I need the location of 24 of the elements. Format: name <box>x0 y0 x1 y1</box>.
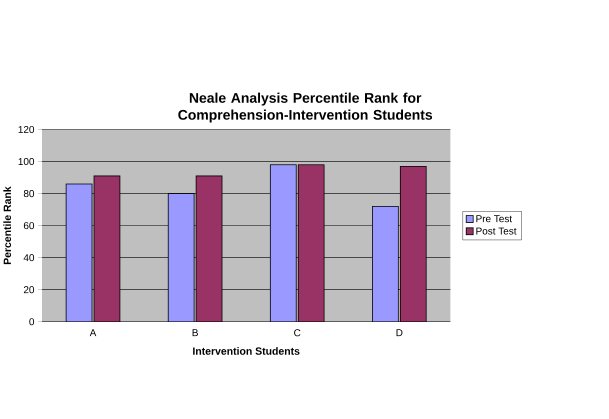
x-axis-title: Intervention Students <box>193 346 300 355</box>
y-tick-label: 0 <box>29 318 34 326</box>
y-tick-label: 60 <box>24 222 34 229</box>
bar <box>66 183 92 322</box>
x-tick-label: B <box>192 329 198 336</box>
bar <box>372 206 399 322</box>
bar <box>168 193 195 322</box>
bar <box>94 175 120 322</box>
x-tick-label: D <box>396 329 402 336</box>
y-tick-label: 40 <box>24 254 34 262</box>
chart-title: Neale Analysis Percentile Rank for Comprehension-Intervention Students <box>178 92 432 122</box>
bar <box>196 175 222 322</box>
bar <box>270 164 297 322</box>
y-tick-label: 20 <box>24 286 34 294</box>
x-tick-label: A <box>90 329 96 336</box>
bar <box>400 166 427 322</box>
bar <box>298 164 325 322</box>
y-tick-label: 100 <box>18 158 34 165</box>
y-tick-label: 80 <box>24 190 34 197</box>
y-axis-title: Percentile Rank <box>3 186 12 264</box>
y-tick-label: 120 <box>18 126 34 133</box>
legend-label: Pre Test <box>476 215 512 222</box>
legend-label: Post Test <box>476 227 516 234</box>
x-tick-label: C <box>294 329 300 336</box>
